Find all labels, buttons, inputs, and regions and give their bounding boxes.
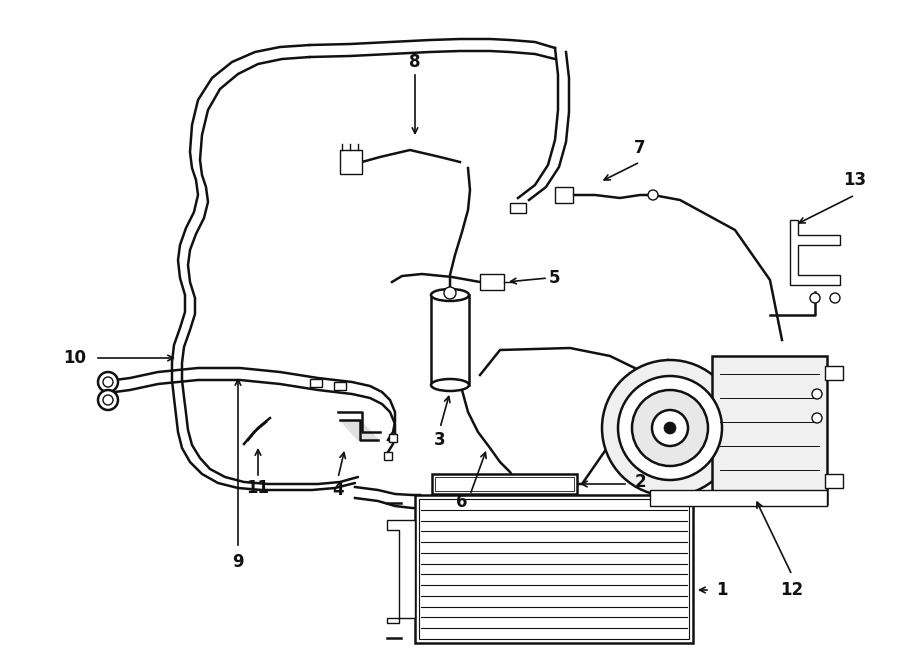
Circle shape [664, 422, 676, 434]
Text: 3: 3 [434, 431, 446, 449]
Bar [555, 187, 573, 203]
Bar [712, 356, 827, 504]
Bar [310, 379, 322, 387]
Circle shape [602, 360, 738, 496]
Bar [431, 295, 469, 385]
Bar [825, 474, 843, 488]
Circle shape [812, 389, 822, 399]
Circle shape [98, 390, 118, 410]
Text: 4: 4 [332, 481, 344, 499]
Ellipse shape [431, 379, 469, 391]
Bar [825, 366, 843, 380]
Circle shape [103, 377, 113, 387]
Text: 5: 5 [549, 269, 561, 287]
Circle shape [652, 410, 688, 446]
Text: 1: 1 [716, 581, 728, 599]
Bar [384, 452, 392, 460]
Text: 9: 9 [232, 553, 244, 571]
Circle shape [810, 293, 820, 303]
Bar [510, 203, 526, 213]
Bar [435, 477, 574, 491]
Circle shape [98, 372, 118, 392]
Text: 7: 7 [634, 139, 646, 157]
Text: 13: 13 [843, 171, 867, 189]
Text: 8: 8 [410, 53, 421, 71]
Bar [415, 495, 693, 643]
Circle shape [648, 190, 658, 200]
Polygon shape [387, 520, 415, 623]
Text: 10: 10 [64, 349, 86, 367]
Bar [340, 150, 362, 174]
Circle shape [632, 390, 708, 466]
Polygon shape [340, 420, 378, 440]
Text: 11: 11 [247, 479, 269, 497]
Circle shape [444, 287, 456, 299]
Text: 12: 12 [780, 581, 804, 599]
Ellipse shape [431, 289, 469, 301]
Text: 6: 6 [456, 493, 468, 511]
Bar [650, 490, 827, 506]
Circle shape [830, 293, 840, 303]
Circle shape [103, 395, 113, 405]
Bar [419, 499, 689, 639]
Bar [432, 474, 577, 494]
Bar [389, 434, 397, 442]
Text: 2: 2 [634, 473, 646, 491]
Polygon shape [790, 220, 840, 285]
Circle shape [812, 413, 822, 423]
Bar [480, 274, 504, 290]
Circle shape [618, 376, 722, 480]
Bar [334, 382, 346, 390]
